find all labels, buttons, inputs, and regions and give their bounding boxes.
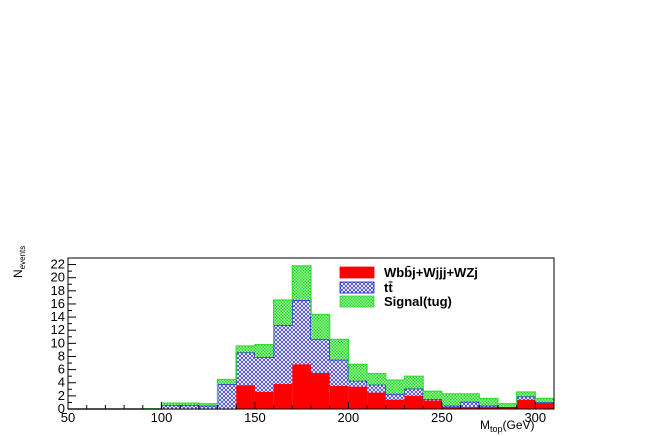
bar-series-2-bin-17 bbox=[385, 380, 405, 394]
bar-series-2-bin-6 bbox=[180, 403, 199, 406]
x-tick-label-1: 100 bbox=[151, 410, 173, 425]
bar-series-2-bin-7 bbox=[198, 403, 218, 406]
bar-series-1-bin-12 bbox=[292, 300, 311, 365]
y-axis-title: Nevents bbox=[11, 246, 27, 278]
bar-series-2-bin-9 bbox=[236, 345, 255, 353]
legend-label-1: tt̄ bbox=[384, 280, 393, 295]
histogram-bars bbox=[68, 265, 554, 410]
x-axis-title-main: M bbox=[480, 418, 490, 432]
bar-series-0-bin-19 bbox=[423, 400, 442, 409]
bar-series-1-bin-5 bbox=[161, 405, 181, 409]
bar-series-1-bin-15 bbox=[348, 380, 368, 387]
bar-series-1-bin-6 bbox=[180, 405, 199, 409]
y-tick-label-1: 2 bbox=[58, 388, 65, 403]
legend-swatch-0 bbox=[339, 266, 375, 279]
bar-series-1-bin-17 bbox=[385, 393, 405, 400]
bar-series-1-bin-21 bbox=[460, 401, 480, 408]
bar-series-2-bin-20 bbox=[441, 393, 461, 406]
bar-series-0-bin-17 bbox=[385, 399, 405, 409]
bar-series-1-bin-10 bbox=[254, 357, 274, 392]
y-tick-label-4: 8 bbox=[58, 348, 65, 363]
bar-series-2-bin-10 bbox=[254, 344, 274, 358]
y-tick-label-9: 18 bbox=[51, 283, 65, 298]
bar-series-1-bin-24 bbox=[516, 396, 536, 400]
x-tick-label-5: 300 bbox=[524, 410, 546, 425]
bar-series-1-bin-8 bbox=[217, 384, 237, 409]
y-tick-label-3: 6 bbox=[58, 362, 65, 377]
legend-label-0: Wbb̄j+Wjjj+WZj bbox=[384, 265, 478, 280]
bar-series-2-bin-5 bbox=[161, 403, 181, 406]
bar-series-0-bin-12 bbox=[292, 364, 311, 409]
y-tick-label-11: 22 bbox=[51, 257, 65, 272]
bar-series-0-bin-23 bbox=[497, 407, 517, 409]
series-2-outline bbox=[68, 265, 554, 410]
bar-series-1-bin-14 bbox=[329, 359, 349, 387]
bar-series-2-bin-11 bbox=[273, 300, 293, 325]
y-axis-title-main: N bbox=[11, 269, 25, 278]
bar-series-2-bin-19 bbox=[423, 391, 442, 400]
series-0 bbox=[68, 363, 554, 410]
bar-series-1-bin-13 bbox=[311, 339, 330, 373]
series-2 bbox=[68, 265, 554, 410]
y-tick-label-10: 20 bbox=[51, 270, 65, 285]
y-tick-label-0: 0 bbox=[58, 401, 65, 416]
bar-series-1-bin-18 bbox=[404, 388, 424, 396]
x-tick-label-2: 150 bbox=[244, 410, 266, 425]
bar-series-2-bin-12 bbox=[292, 265, 311, 301]
x-tick-label-0: 50 bbox=[61, 410, 75, 425]
x-axis-title-unit: (GeV) bbox=[503, 418, 535, 432]
bar-series-2-bin-23 bbox=[497, 403, 517, 408]
bar-series-0-bin-16 bbox=[367, 392, 386, 409]
y-tick-label-5: 10 bbox=[51, 335, 65, 350]
bar-series-2-bin-15 bbox=[348, 364, 368, 381]
y-tick-label-6: 12 bbox=[51, 322, 65, 337]
bar-series-1-bin-19 bbox=[423, 399, 442, 401]
y-axis-title-sub: events bbox=[18, 246, 27, 270]
bar-series-2-bin-8 bbox=[217, 379, 237, 385]
bar-series-0-bin-15 bbox=[348, 386, 368, 409]
bar-series-0-bin-22 bbox=[479, 407, 498, 409]
bar-series-1-bin-9 bbox=[236, 352, 255, 386]
y-tick-label-7: 14 bbox=[51, 309, 65, 324]
bar-series-2-bin-25 bbox=[535, 398, 554, 403]
y-tick-label-8: 16 bbox=[51, 296, 65, 311]
x-tick-label-3: 200 bbox=[338, 410, 360, 425]
bar-series-2-bin-22 bbox=[479, 398, 498, 406]
x-tick-label-4: 250 bbox=[431, 410, 453, 425]
bar-series-0-bin-18 bbox=[404, 395, 424, 409]
bar-series-1-bin-11 bbox=[273, 324, 293, 385]
legend-swatch-2 bbox=[339, 295, 375, 308]
bar-series-0-bin-25 bbox=[535, 403, 554, 409]
bar-series-2-bin-18 bbox=[404, 376, 424, 389]
bar-series-0-bin-11 bbox=[273, 384, 293, 409]
y-tick-label-2: 4 bbox=[58, 375, 65, 390]
bar-series-1-bin-22 bbox=[479, 405, 498, 408]
x-axis-title: Mtop(GeV) bbox=[480, 418, 535, 434]
bar-series-2-bin-24 bbox=[516, 391, 536, 397]
bar-series-0-bin-14 bbox=[329, 386, 349, 409]
bar-series-1-bin-16 bbox=[367, 384, 386, 393]
bar-series-0-bin-20 bbox=[441, 407, 461, 409]
bar-series-0-bin-24 bbox=[516, 399, 536, 409]
bar-series-0-bin-10 bbox=[254, 391, 274, 409]
bar-series-1-bin-7 bbox=[198, 405, 218, 409]
legend-label-2: Signal(tug) bbox=[384, 294, 452, 309]
bar-series-2-bin-21 bbox=[460, 393, 480, 402]
bar-series-0-bin-9 bbox=[236, 385, 255, 409]
legend-swatch-1 bbox=[339, 281, 375, 294]
bar-series-2-bin-13 bbox=[311, 314, 330, 340]
bar-series-2-bin-14 bbox=[329, 339, 349, 360]
bar-series-2-bin-16 bbox=[367, 373, 386, 385]
bar-series-0-bin-13 bbox=[311, 372, 330, 409]
series-1 bbox=[68, 299, 554, 410]
bar-series-0-bin-21 bbox=[460, 407, 480, 409]
x-axis-title-sub: top bbox=[490, 424, 503, 434]
bar-series-1-bin-20 bbox=[441, 405, 461, 408]
